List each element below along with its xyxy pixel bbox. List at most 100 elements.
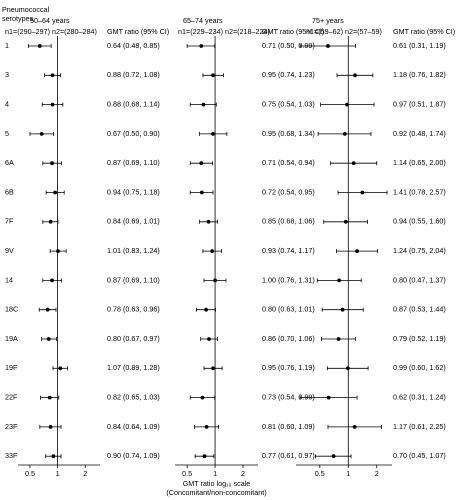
panel-subtitle: n1=(229–234) n2=(218–224) bbox=[178, 27, 270, 36]
value-label: 0.95 (0.68, 1.34) bbox=[262, 129, 315, 138]
value-label: 0.78 (0.63, 0.96) bbox=[107, 305, 160, 314]
point-estimate bbox=[47, 395, 52, 400]
x-tick-label: 2 bbox=[375, 469, 379, 478]
column-header: GMT ratio (95% CI) bbox=[262, 27, 324, 36]
value-label: 0.80 (0.47, 1.37) bbox=[393, 275, 446, 284]
point-estimate bbox=[210, 249, 215, 254]
value-label: 1.00 (0.76, 1.31) bbox=[262, 275, 315, 284]
point-estimate bbox=[207, 337, 211, 341]
point-estimate bbox=[331, 454, 336, 459]
point-estimate bbox=[211, 366, 215, 371]
point-estimate bbox=[345, 102, 349, 107]
value-label: 1.01 (0.83, 1.24) bbox=[107, 246, 160, 255]
point-estimate bbox=[360, 190, 365, 195]
value-label: 0.71 (0.50, 0.99) bbox=[262, 41, 315, 50]
category-label: 33F bbox=[5, 451, 18, 460]
y-axis-title: Pneumococcal serotypes bbox=[2, 5, 50, 23]
value-label: 0.67 (0.50, 0.90) bbox=[107, 129, 160, 138]
point-estimate bbox=[50, 102, 55, 107]
value-label: 0.92 (0.48, 1.74) bbox=[393, 129, 446, 138]
point-estimate bbox=[345, 366, 350, 371]
value-label: 0.81 (0.60, 1.09) bbox=[262, 422, 315, 431]
value-label: 0.88 (0.72, 1.08) bbox=[107, 70, 160, 79]
category-label: 18C bbox=[5, 305, 18, 314]
value-label: 1.41 (0.78, 2.57) bbox=[393, 187, 446, 196]
value-label: 0.87 (0.69, 1.10) bbox=[107, 158, 160, 167]
value-label: 0.80 (0.67, 0.97) bbox=[107, 334, 160, 343]
point-estimate bbox=[56, 249, 60, 254]
point-estimate bbox=[326, 44, 330, 48]
value-label: 0.87 (0.53, 1.44) bbox=[393, 305, 446, 314]
x-tick-label: 0.5 bbox=[182, 469, 192, 478]
point-estimate bbox=[48, 425, 53, 429]
value-label: 0.80 (0.63, 1.01) bbox=[262, 305, 315, 314]
value-label: 1.24 (0.75, 2.04) bbox=[393, 246, 446, 255]
value-label: 0.75 (0.54, 1.03) bbox=[262, 100, 315, 109]
value-label: 0.64 (0.48, 0.85) bbox=[107, 41, 160, 50]
panel-title: 50–64 years bbox=[30, 16, 70, 25]
value-label: 0.84 (0.69, 1.01) bbox=[107, 217, 160, 226]
x-tick-label: 2 bbox=[241, 469, 245, 478]
point-estimate bbox=[352, 425, 357, 429]
value-label: 0.90 (0.74, 1.09) bbox=[107, 451, 160, 460]
point-estimate bbox=[51, 454, 56, 459]
point-estimate bbox=[211, 73, 215, 78]
category-label: 6A bbox=[5, 158, 14, 167]
panel-subtitle: n1=(59–62) n2=(57–59) bbox=[306, 27, 382, 36]
value-label: 0.62 (0.31, 1.24) bbox=[393, 393, 446, 402]
x-tick-label: 1 bbox=[56, 469, 60, 478]
panel-title: 65–74 years bbox=[183, 16, 223, 25]
value-label: 0.82 (0.65, 1.03) bbox=[107, 393, 160, 402]
value-label: 1.18 (0.76, 1.82) bbox=[393, 70, 446, 79]
point-estimate bbox=[58, 366, 63, 371]
value-label: 0.86 (0.70, 1.06) bbox=[262, 334, 315, 343]
point-estimate bbox=[206, 219, 211, 224]
value-label: 0.88 (0.68, 1.14) bbox=[107, 100, 160, 109]
value-label: 0.93 (0.74, 1.17) bbox=[262, 246, 315, 255]
value-label: 1.07 (0.89, 1.28) bbox=[107, 363, 160, 372]
point-estimate bbox=[213, 278, 217, 283]
point-estimate bbox=[353, 73, 357, 78]
x-tick-label: 2 bbox=[83, 469, 87, 478]
value-label: 0.97 (0.51, 1.87) bbox=[393, 100, 446, 109]
point-estimate bbox=[48, 219, 53, 224]
point-estimate bbox=[50, 278, 54, 283]
value-label: 0.87 (0.69, 1.10) bbox=[107, 275, 160, 284]
point-estimate bbox=[342, 132, 347, 136]
point-estimate bbox=[326, 395, 331, 400]
column-header: GMT ratio (95% CI) bbox=[107, 27, 169, 36]
panel-subtitle: n1=(290–297) n2=(280–284) bbox=[5, 27, 97, 36]
category-label: 6B bbox=[5, 187, 14, 196]
x-tick-label: 1 bbox=[346, 469, 350, 478]
point-estimate bbox=[199, 44, 204, 48]
value-label: 0.79 (0.52, 1.19) bbox=[393, 334, 446, 343]
point-estimate bbox=[53, 190, 58, 195]
point-estimate bbox=[337, 278, 342, 283]
value-label: 0.85 (0.68, 1.06) bbox=[262, 217, 315, 226]
point-estimate bbox=[201, 102, 206, 107]
point-estimate bbox=[211, 132, 215, 136]
value-label: 0.99 (0.60, 1.62) bbox=[393, 363, 446, 372]
value-label: 0.72 (0.54, 0.95) bbox=[262, 187, 315, 196]
value-label: 0.95 (0.74, 1.23) bbox=[262, 70, 315, 79]
value-label: 0.84 (0.64, 1.09) bbox=[107, 422, 160, 431]
category-label: 4 bbox=[5, 100, 9, 109]
category-label: 22F bbox=[5, 393, 18, 402]
category-label: 23F bbox=[5, 422, 18, 431]
value-label: 1.14 (0.65, 2.00) bbox=[393, 158, 446, 167]
value-label: 0.77 (0.61, 0.97) bbox=[262, 451, 315, 460]
value-label: 0.61 (0.31, 1.19) bbox=[393, 41, 446, 50]
category-label: 1 bbox=[5, 41, 9, 50]
x-axis-subtitle: (Concomitant/non-concomitant) bbox=[166, 488, 266, 497]
point-estimate bbox=[46, 337, 51, 341]
x-axis-title: GMT ratio log₁₀ scale bbox=[183, 479, 251, 488]
point-estimate bbox=[204, 307, 208, 312]
point-estimate bbox=[199, 161, 204, 166]
panel-title: 75+ years bbox=[312, 16, 344, 25]
value-label: 0.94 (0.55, 1.60) bbox=[393, 217, 446, 226]
point-estimate bbox=[45, 307, 50, 312]
point-estimate bbox=[200, 395, 205, 400]
point-estimate bbox=[39, 132, 44, 136]
